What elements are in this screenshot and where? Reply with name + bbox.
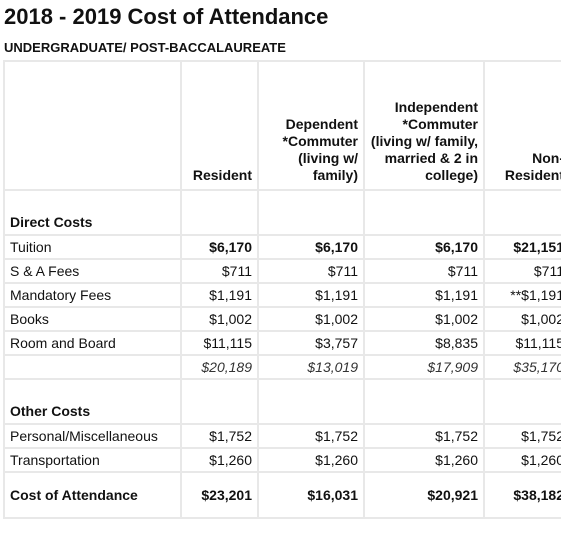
column-header-non-resident: Non-Resident bbox=[483, 60, 561, 191]
cell-value: $1,752 bbox=[363, 423, 485, 449]
cell-value: $1,191 bbox=[363, 282, 485, 308]
row-label bbox=[3, 354, 182, 380]
cell-value: $711 bbox=[363, 258, 485, 284]
row-label: Mandatory Fees bbox=[3, 282, 182, 308]
cell-value: $1,002 bbox=[483, 306, 561, 332]
section-label: Other Costs bbox=[3, 378, 182, 425]
section-label: Direct Costs bbox=[3, 189, 182, 236]
cell-value: $35,170 bbox=[483, 354, 561, 380]
table-row-transportation: Transportation $1,260 $1,260 $1,260 $1,2… bbox=[3, 447, 561, 473]
table-row-personal-miscellaneous: Personal/Miscellaneous $1,752 $1,752 $1,… bbox=[3, 423, 561, 449]
cell-value: $1,002 bbox=[180, 306, 259, 332]
cell-value: **$1,191 bbox=[483, 282, 561, 308]
cell-value: $13,019 bbox=[257, 354, 365, 380]
cell-value: $3,757 bbox=[257, 330, 365, 356]
cell-value: $20,921 bbox=[363, 471, 485, 519]
cell-value: $17,909 bbox=[363, 354, 485, 380]
cell-value: $23,201 bbox=[180, 471, 259, 519]
table-row-sa-fees: S & A Fees $711 $711 $711 $711 bbox=[3, 258, 561, 284]
cell-value: $1,260 bbox=[180, 447, 259, 473]
cell-value: $6,170 bbox=[257, 234, 365, 260]
column-header-dependent-commuter: Dependent *Commuter (living w/ family) bbox=[257, 60, 365, 191]
cell-value: $1,752 bbox=[483, 423, 561, 449]
table-row-room-and-board: Room and Board $11,115 $3,757 $8,835 $11… bbox=[3, 330, 561, 356]
cell-value: $6,170 bbox=[363, 234, 485, 260]
table-row-cost-of-attendance: Cost of Attendance $23,201 $16,031 $20,9… bbox=[3, 471, 561, 519]
cell-value: $38,182 bbox=[483, 471, 561, 519]
cell-value: $20,189 bbox=[180, 354, 259, 380]
page-title: 2018 - 2019 Cost of Attendance bbox=[4, 4, 329, 29]
cell-value: $1,260 bbox=[257, 447, 365, 473]
cell-value: $1,191 bbox=[257, 282, 365, 308]
cell-value: $1,002 bbox=[363, 306, 485, 332]
cell-value: $1,752 bbox=[180, 423, 259, 449]
table-row-tuition: Tuition $6,170 $6,170 $6,170 $21,151 bbox=[3, 234, 561, 260]
cell-value: $1,752 bbox=[257, 423, 365, 449]
cell-value: $1,260 bbox=[363, 447, 485, 473]
cell-value: $711 bbox=[257, 258, 365, 284]
cell-value: $8,835 bbox=[363, 330, 485, 356]
header-blank bbox=[3, 60, 182, 191]
cell-value: $711 bbox=[180, 258, 259, 284]
cell-value: $711 bbox=[483, 258, 561, 284]
cost-of-attendance-table: Resident Dependent *Commuter (living w/ … bbox=[3, 60, 561, 519]
table-row-mandatory-fees: Mandatory Fees $1,191 $1,191 $1,191 **$1… bbox=[3, 282, 561, 308]
header-row: Resident Dependent *Commuter (living w/ … bbox=[3, 60, 561, 191]
cell-value: $21,151 bbox=[483, 234, 561, 260]
table-row-books: Books $1,002 $1,002 $1,002 $1,002 bbox=[3, 306, 561, 332]
row-label: Transportation bbox=[3, 447, 182, 473]
cell-value: $16,031 bbox=[257, 471, 365, 519]
row-label: Room and Board bbox=[3, 330, 182, 356]
cell-value: $1,191 bbox=[180, 282, 259, 308]
row-label: Books bbox=[3, 306, 182, 332]
cell-value: $1,260 bbox=[483, 447, 561, 473]
cell-value: $11,115 bbox=[180, 330, 259, 356]
row-label: Personal/Miscellaneous bbox=[3, 423, 182, 449]
section-row-direct-costs: Direct Costs bbox=[3, 189, 561, 236]
section-row-other-costs: Other Costs bbox=[3, 378, 561, 425]
table-row-direct-subtotal: $20,189 $13,019 $17,909 $35,170 bbox=[3, 354, 561, 380]
page-subtitle: UNDERGRADUATE/ POST-BACCALAUREATE bbox=[4, 40, 286, 55]
column-header-independent-commuter: Independent *Commuter (living w/ family,… bbox=[363, 60, 485, 191]
cell-value: $6,170 bbox=[180, 234, 259, 260]
cell-value: $11,115 bbox=[483, 330, 561, 356]
column-header-resident: Resident bbox=[180, 60, 259, 191]
row-label: S & A Fees bbox=[3, 258, 182, 284]
row-label: Tuition bbox=[3, 234, 182, 260]
row-label: Cost of Attendance bbox=[3, 471, 182, 519]
cell-value: $1,002 bbox=[257, 306, 365, 332]
